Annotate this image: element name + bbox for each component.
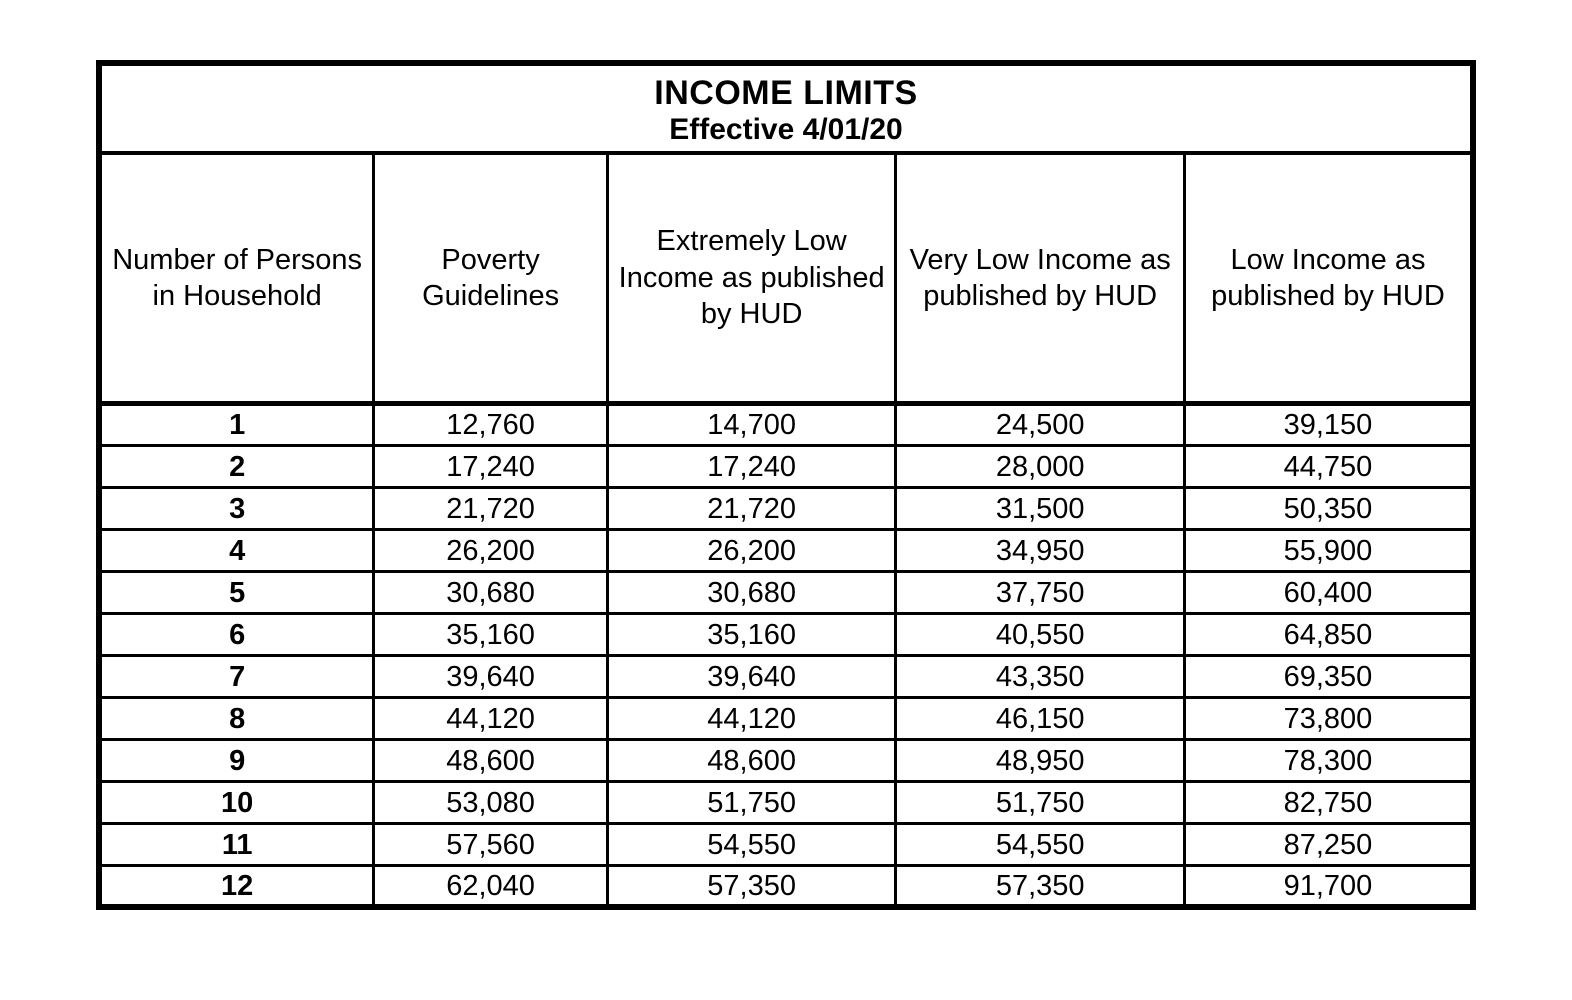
cell-very-low: 48,950 <box>896 739 1185 781</box>
cell-extremely-low: 54,550 <box>607 823 896 865</box>
cell-low: 69,350 <box>1184 655 1473 697</box>
cell-low: 39,150 <box>1184 403 1473 445</box>
income-limits-table-container: INCOME LIMITS Effective 4/01/20 Number o… <box>96 60 1476 910</box>
cell-poverty: 62,040 <box>374 865 608 907</box>
cell-extremely-low: 44,120 <box>607 697 896 739</box>
cell-low: 50,350 <box>1184 487 1473 529</box>
cell-low: 78,300 <box>1184 739 1473 781</box>
cell-household: 7 <box>99 655 374 697</box>
table-row: 426,20026,20034,95055,900 <box>99 529 1473 571</box>
cell-extremely-low: 35,160 <box>607 613 896 655</box>
col-header-low: Low Income as published by HUD <box>1184 153 1473 403</box>
cell-household: 3 <box>99 487 374 529</box>
cell-extremely-low: 57,350 <box>607 865 896 907</box>
table-row: 635,16035,16040,55064,850 <box>99 613 1473 655</box>
cell-extremely-low: 39,640 <box>607 655 896 697</box>
cell-very-low: 34,950 <box>896 529 1185 571</box>
table-header-row: Number of Persons in Household Poverty G… <box>99 153 1473 403</box>
cell-low: 91,700 <box>1184 865 1473 907</box>
cell-household: 10 <box>99 781 374 823</box>
cell-household: 11 <box>99 823 374 865</box>
table-row: 1053,08051,75051,75082,750 <box>99 781 1473 823</box>
cell-extremely-low: 48,600 <box>607 739 896 781</box>
cell-extremely-low: 51,750 <box>607 781 896 823</box>
col-header-household: Number of Persons in Household <box>99 153 374 403</box>
cell-very-low: 28,000 <box>896 445 1185 487</box>
cell-extremely-low: 30,680 <box>607 571 896 613</box>
table-row: 948,60048,60048,95078,300 <box>99 739 1473 781</box>
cell-very-low: 57,350 <box>896 865 1185 907</box>
cell-household: 8 <box>99 697 374 739</box>
cell-extremely-low: 14,700 <box>607 403 896 445</box>
cell-low: 55,900 <box>1184 529 1473 571</box>
table-row: 1157,56054,55054,55087,250 <box>99 823 1473 865</box>
cell-low: 64,850 <box>1184 613 1473 655</box>
cell-household: 5 <box>99 571 374 613</box>
col-header-extremely-low: Extremely Low Income as published by HUD <box>607 153 896 403</box>
table-title-row: INCOME LIMITS Effective 4/01/20 <box>99 63 1473 153</box>
cell-poverty: 17,240 <box>374 445 608 487</box>
cell-very-low: 24,500 <box>896 403 1185 445</box>
cell-poverty: 39,640 <box>374 655 608 697</box>
table-row: 112,76014,70024,50039,150 <box>99 403 1473 445</box>
cell-very-low: 40,550 <box>896 613 1185 655</box>
cell-poverty: 35,160 <box>374 613 608 655</box>
cell-household: 1 <box>99 403 374 445</box>
income-limits-table: INCOME LIMITS Effective 4/01/20 Number o… <box>96 60 1476 910</box>
table-row: 321,72021,72031,50050,350 <box>99 487 1473 529</box>
table-row: 844,12044,12046,15073,800 <box>99 697 1473 739</box>
cell-household: 4 <box>99 529 374 571</box>
cell-household: 2 <box>99 445 374 487</box>
cell-poverty: 48,600 <box>374 739 608 781</box>
table-row: 739,64039,64043,35069,350 <box>99 655 1473 697</box>
cell-poverty: 30,680 <box>374 571 608 613</box>
cell-poverty: 57,560 <box>374 823 608 865</box>
cell-low: 60,400 <box>1184 571 1473 613</box>
cell-poverty: 44,120 <box>374 697 608 739</box>
table-title: INCOME LIMITS <box>102 74 1470 113</box>
table-row: 530,68030,68037,75060,400 <box>99 571 1473 613</box>
cell-extremely-low: 26,200 <box>607 529 896 571</box>
cell-low: 73,800 <box>1184 697 1473 739</box>
table-row: 217,24017,24028,00044,750 <box>99 445 1473 487</box>
cell-extremely-low: 17,240 <box>607 445 896 487</box>
cell-very-low: 51,750 <box>896 781 1185 823</box>
cell-very-low: 37,750 <box>896 571 1185 613</box>
col-header-very-low: Very Low Income as published by HUD <box>896 153 1185 403</box>
cell-poverty: 21,720 <box>374 487 608 529</box>
cell-poverty: 26,200 <box>374 529 608 571</box>
cell-very-low: 54,550 <box>896 823 1185 865</box>
cell-low: 87,250 <box>1184 823 1473 865</box>
cell-low: 44,750 <box>1184 445 1473 487</box>
table-subtitle: Effective 4/01/20 <box>102 113 1470 147</box>
cell-poverty: 53,080 <box>374 781 608 823</box>
cell-household: 9 <box>99 739 374 781</box>
cell-household: 6 <box>99 613 374 655</box>
cell-household: 12 <box>99 865 374 907</box>
cell-very-low: 31,500 <box>896 487 1185 529</box>
cell-poverty: 12,760 <box>374 403 608 445</box>
cell-low: 82,750 <box>1184 781 1473 823</box>
cell-extremely-low: 21,720 <box>607 487 896 529</box>
col-header-poverty: Poverty Guidelines <box>374 153 608 403</box>
cell-very-low: 46,150 <box>896 697 1185 739</box>
table-row: 1262,04057,35057,35091,700 <box>99 865 1473 907</box>
cell-very-low: 43,350 <box>896 655 1185 697</box>
